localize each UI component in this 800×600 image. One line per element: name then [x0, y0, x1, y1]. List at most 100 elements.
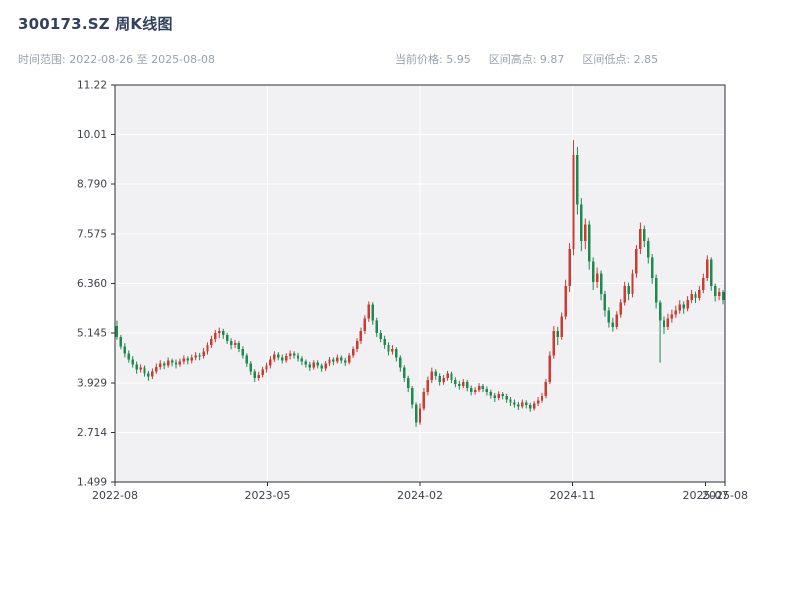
candle-body: [344, 360, 347, 363]
candle-body: [497, 394, 500, 399]
y-tick-label: 2.714: [77, 427, 107, 439]
candle-body: [426, 379, 430, 393]
candle-body: [627, 285, 630, 295]
candle-body: [414, 404, 418, 423]
candle-body: [328, 359, 331, 364]
candle-body: [143, 367, 146, 374]
candle-body: [576, 155, 579, 205]
time-range-label: 时间范围: 2022-08-26 至 2025-08-08: [18, 53, 216, 66]
candle-body: [670, 314, 674, 319]
candle-body: [430, 371, 434, 380]
candle-body: [450, 373, 453, 380]
candle-body: [521, 402, 524, 407]
candle-body: [528, 405, 532, 409]
candle-body: [678, 304, 681, 311]
candle-body: [422, 392, 426, 409]
candle-body: [548, 355, 552, 382]
candle-body: [477, 385, 481, 391]
candle-body: [162, 363, 166, 366]
x-tick-label: 2023-05: [245, 489, 291, 502]
candle-body: [650, 257, 654, 278]
candle-body: [599, 273, 603, 295]
candle-body: [517, 404, 520, 407]
candle-body: [473, 390, 477, 393]
candle-body: [336, 357, 339, 362]
candle-body: [355, 341, 359, 350]
candle-body: [481, 385, 485, 389]
candle-body: [623, 285, 626, 303]
candle-body: [584, 224, 587, 242]
candle-body: [611, 322, 615, 327]
candle-body: [410, 388, 414, 405]
candle-body: [194, 355, 197, 358]
x-tick-label: 2024-11: [550, 489, 596, 502]
candle-body: [639, 228, 642, 250]
candle-body: [591, 261, 595, 282]
candle-body: [395, 349, 398, 358]
candle-body: [694, 294, 697, 299]
candle-body: [418, 408, 422, 423]
candle-body: [245, 355, 249, 364]
candle-body: [119, 336, 123, 347]
y-tick-label: 3.929: [77, 377, 107, 389]
candle-body: [466, 381, 469, 389]
candle-body: [442, 377, 445, 382]
candle-body: [241, 349, 245, 356]
candle-body: [485, 388, 489, 393]
page-title: 300173.SZ 周K线图: [18, 15, 173, 33]
candle-body: [166, 360, 170, 366]
candle-body: [237, 343, 241, 350]
candle-body: [469, 388, 473, 393]
candle-body: [387, 345, 390, 352]
candle-body: [379, 332, 382, 340]
x-tick-label: 2022-08: [92, 489, 138, 502]
candle-body: [635, 249, 638, 274]
candle-body: [155, 366, 158, 372]
candle-body: [403, 367, 406, 378]
candle-body: [139, 367, 142, 370]
candle-body: [253, 371, 256, 378]
candle-body: [269, 359, 272, 366]
candle-body: [713, 285, 717, 297]
y-tick-label: 11.22: [77, 80, 107, 92]
candle-body: [198, 355, 201, 357]
candle-body: [706, 259, 709, 278]
candle-body: [710, 259, 713, 286]
candle-body: [316, 362, 319, 366]
candle-body: [509, 399, 512, 403]
candle-body: [458, 383, 461, 386]
y-tick-label: 8.790: [77, 179, 107, 191]
candle-body: [159, 363, 162, 367]
candle-body: [367, 304, 371, 319]
y-tick-label: 5.145: [77, 328, 107, 340]
candle-body: [544, 381, 548, 397]
candle-body: [320, 365, 323, 369]
candle-body: [190, 357, 193, 361]
candle-body: [174, 362, 178, 365]
candle-body: [658, 302, 662, 321]
candle-body: [202, 351, 205, 357]
candle-body: [580, 204, 583, 242]
candle-body: [359, 330, 363, 342]
candle-body: [332, 359, 335, 362]
candle-body: [347, 355, 351, 363]
candle-body: [127, 353, 130, 360]
candle-body: [454, 379, 457, 384]
candle-body: [674, 310, 678, 315]
candle-body: [564, 285, 567, 317]
candle-body: [721, 292, 725, 301]
candle-body: [568, 249, 571, 286]
candle-body: [399, 357, 402, 368]
candle-body: [225, 334, 229, 342]
candle-body: [434, 371, 437, 376]
candle-body: [304, 361, 308, 365]
candle-body: [532, 403, 536, 409]
candle-body: [619, 302, 622, 315]
x-tick-label: 2025-08: [702, 489, 748, 502]
candle-body: [273, 354, 276, 360]
candle-body: [383, 339, 386, 346]
candle-body: [135, 364, 138, 370]
candle-body: [406, 377, 410, 389]
candle-body: [631, 273, 634, 295]
